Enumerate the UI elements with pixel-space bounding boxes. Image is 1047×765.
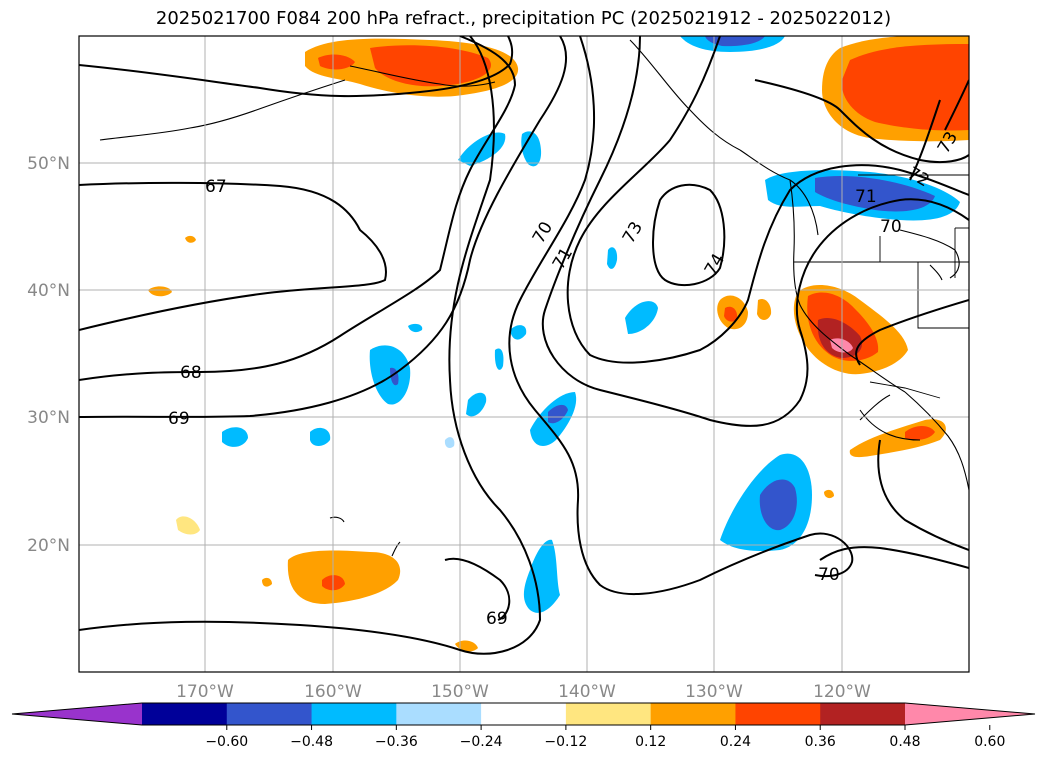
colorbar-tick-label: −0.12 <box>544 734 587 750</box>
contour-label: 70 <box>880 217 902 237</box>
longitude-axis: 170°W 160°W 150°W 140°W 130°W 120°W <box>176 682 871 702</box>
contour-label: 68 <box>180 363 202 383</box>
colorbar-tick-label: 0.24 <box>720 734 751 750</box>
colorbar-segment <box>481 703 567 725</box>
longitude-label: 120°W <box>813 682 871 702</box>
colorbar-tick-label: 0.12 <box>635 734 666 750</box>
colorbar-tick-label: −0.24 <box>460 734 503 750</box>
colorbar-segment <box>735 703 821 725</box>
colorbar-segment <box>650 703 736 725</box>
longitude-label: 150°W <box>431 682 489 702</box>
colorbar-tick-label: 0.36 <box>805 734 836 750</box>
longitude-label: 170°W <box>176 682 234 702</box>
precipitation-shading <box>148 36 969 652</box>
latitude-label: 50°N <box>27 154 70 174</box>
latitude-label: 30°N <box>27 408 70 428</box>
colorbar-ticks: −0.60 −0.48 −0.36 −0.24 −0.12 0.12 0.24 0.36 0.4… <box>205 725 1005 750</box>
colorbar-tick-label: −0.36 <box>375 734 418 750</box>
latitude-axis: 50°N 40°N 30°N 20°N <box>27 154 70 556</box>
contour-label: 69 <box>168 409 190 429</box>
colorbar-segment <box>226 703 313 725</box>
longitude-label: 140°W <box>558 682 616 702</box>
longitude-label: 160°W <box>304 682 362 702</box>
longitude-label: 130°W <box>685 682 743 702</box>
colorbar-segment <box>396 703 482 725</box>
colorbar-extend-high <box>905 703 1035 725</box>
colorbar-segment <box>311 703 397 725</box>
map-title: 2025021700 F084 200 hPa refract., precip… <box>155 8 892 29</box>
colorbar-segments <box>11 702 1036 726</box>
colorbar-tick-label: −0.60 <box>205 734 248 750</box>
contour-label: 67 <box>205 177 227 197</box>
map-frame <box>78 35 970 673</box>
colorbar-tick-label: −0.48 <box>290 734 333 750</box>
colorbar-segment <box>820 703 906 725</box>
colorbar-extend-low <box>12 703 142 725</box>
latitude-label: 40°N <box>27 281 70 301</box>
refractivity-contours <box>79 36 969 655</box>
contour-label: 71 <box>855 187 877 207</box>
colorbar: −0.60 −0.48 −0.36 −0.24 −0.12 0.12 0.24 0.36 0.4… <box>11 702 1036 750</box>
colorbar-outline <box>11 702 1036 726</box>
coastlines <box>99 39 969 557</box>
contour-label: 69 <box>486 609 508 629</box>
map-plot-area: 67 68 69 70 71 73 74 71 70 72 73 69 70 <box>79 36 969 672</box>
colorbar-segment <box>142 703 228 725</box>
contour-label: 70 <box>818 565 840 585</box>
colorbar-tick-label: 0.48 <box>889 734 920 750</box>
latitude-label: 20°N <box>27 536 70 556</box>
colorbar-segment <box>565 703 652 725</box>
colorbar-tick-label: 0.60 <box>974 734 1005 750</box>
